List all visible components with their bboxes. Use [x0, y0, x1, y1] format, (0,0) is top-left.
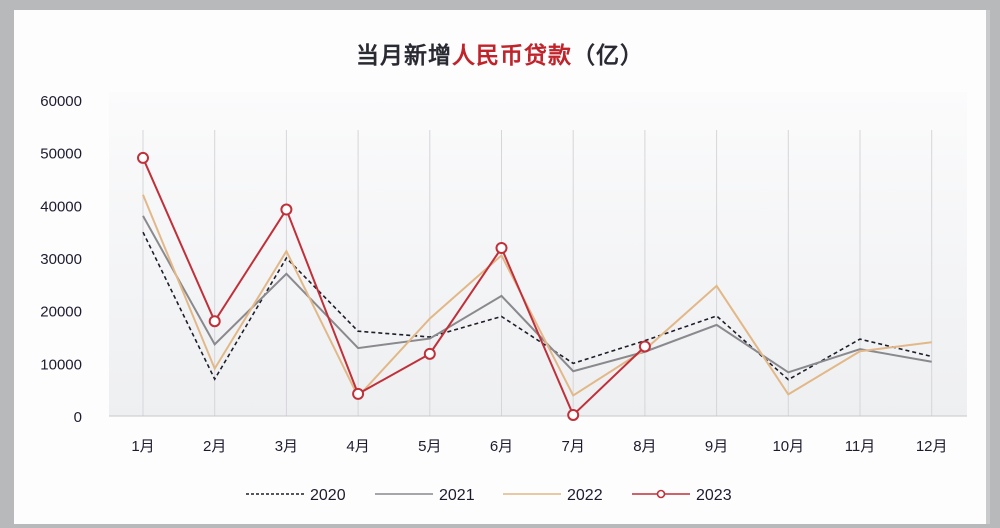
- plot-area: [109, 92, 967, 416]
- title-suffix: （亿）: [572, 43, 644, 69]
- x-tick-label: 10月: [772, 438, 804, 455]
- legend-item-2023: 2023: [632, 487, 732, 504]
- x-tick-label: 5月: [418, 438, 441, 455]
- data-point-marker: [208, 315, 221, 328]
- legend-label: 2023: [696, 487, 732, 504]
- legend: 2020 2021 2022 2023: [246, 487, 732, 504]
- series-line-2020: [142, 231, 932, 381]
- x-tick-label: 6月: [490, 438, 513, 455]
- series-lines: [137, 151, 932, 421]
- legend-item-2020: 2020: [246, 487, 346, 504]
- series-line-2022: [142, 194, 932, 399]
- data-point-marker: [567, 408, 580, 421]
- x-tick-label: 3月: [275, 438, 298, 455]
- y-tick-label: 60000: [40, 93, 82, 110]
- x-tick-label: 12月: [916, 438, 948, 455]
- data-point-marker: [137, 151, 149, 164]
- data-point-marker: [352, 387, 365, 400]
- legend-item-2021: 2021: [375, 487, 475, 504]
- grid-lines: [142, 130, 933, 416]
- data-point-marker: [495, 241, 508, 254]
- y-tick-label: 50000: [40, 146, 82, 163]
- y-tick-label: 20000: [40, 304, 82, 321]
- x-tick-label: 9月: [705, 438, 728, 455]
- data-point-marker: [638, 340, 651, 353]
- x-tick-label: 4月: [346, 438, 369, 455]
- x-tick-label: 1月: [131, 438, 154, 455]
- chart-title: 当月新增人民币贷款（亿）: [0, 36, 1000, 70]
- y-tick-label: 30000: [40, 251, 82, 268]
- y-tick-label: 40000: [40, 198, 82, 215]
- legend-label: 2022: [567, 487, 603, 504]
- x-tick-label: 8月: [633, 438, 656, 455]
- y-axis-ticks: 60000 50000 40000 30000 20000 10000 0: [40, 93, 82, 426]
- data-point-marker: [423, 347, 436, 360]
- x-tick-label: 11月: [845, 438, 876, 455]
- x-tick-label: 2月: [203, 438, 226, 455]
- legend-label: 2021: [439, 487, 475, 504]
- legend-marker-icon: [656, 489, 666, 499]
- y-tick-label: 10000: [40, 356, 82, 373]
- title-highlight: 人民币贷款: [452, 43, 572, 69]
- y-tick-label: 0: [74, 409, 82, 426]
- title-prefix: 当月新增: [356, 43, 452, 69]
- x-tick-label: 7月: [562, 438, 585, 455]
- legend-item-2022: 2022: [503, 487, 603, 504]
- x-axis-ticks: 1月 2月 3月 4月 5月 6月 7月 8月 9月 10月 11月 12月: [131, 438, 947, 455]
- legend-label: 2020: [310, 487, 346, 504]
- data-point-marker: [280, 203, 293, 216]
- series-line-2023: [142, 157, 646, 417]
